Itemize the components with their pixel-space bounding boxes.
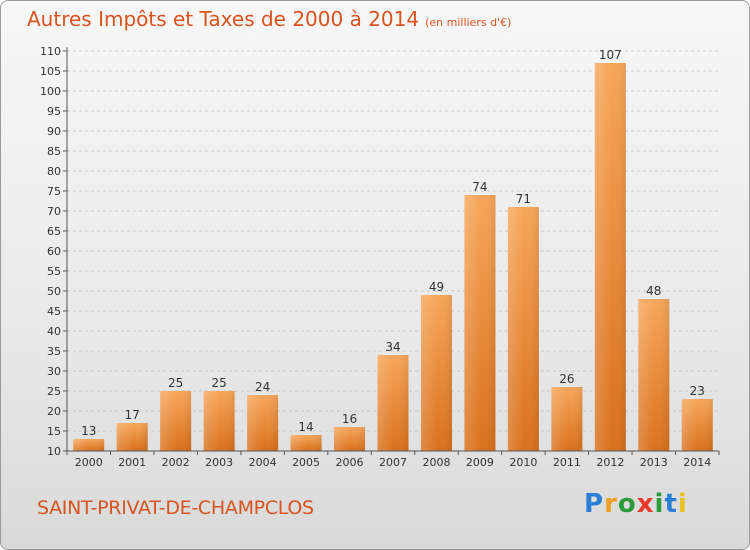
y-tick-label: 70: [47, 205, 61, 218]
x-tick-label: 2008: [422, 456, 450, 469]
bar-shade: [290, 435, 322, 451]
data-label: 71: [516, 192, 531, 206]
x-tick-label: 2003: [205, 456, 233, 469]
data-label: 49: [429, 280, 444, 294]
y-tick-label: 40: [47, 325, 61, 338]
y-tick-label: 55: [47, 265, 61, 278]
x-tick-label: 2005: [292, 456, 320, 469]
logo-letter: r: [604, 489, 618, 519]
y-tick-label: 20: [47, 405, 61, 418]
bar-shade: [681, 399, 713, 451]
y-tick-label: 35: [47, 345, 61, 358]
data-label: 25: [168, 376, 183, 390]
y-tick-label: 85: [47, 145, 61, 158]
x-tick-label: 2012: [596, 456, 624, 469]
chart-title-text: Autres Impôts et Taxes de 2000 à 2014: [27, 7, 420, 31]
x-tick-label: 2010: [509, 456, 537, 469]
data-label: 25: [211, 376, 226, 390]
logo-letter: o: [617, 489, 637, 519]
x-tick-label: 2007: [379, 456, 407, 469]
bar-shade: [507, 207, 539, 451]
bar-shade: [247, 395, 279, 451]
chart-subtitle: (en milliers d'€): [425, 16, 512, 29]
bar-shade: [334, 427, 366, 451]
data-label: 48: [646, 284, 661, 298]
data-label: 107: [599, 48, 622, 62]
data-label: 16: [342, 412, 357, 426]
bars: 13 17 25 25 24 14 16 34 49 74 71 26 107 48 23: [73, 48, 713, 451]
x-tick-label: 2001: [118, 456, 146, 469]
y-axis: 10 15 20 25 30 35 40 45 50 55 60 65 70 75 80 85 90 95 100 1…: [40, 45, 68, 458]
x-tick-label: 2006: [336, 456, 364, 469]
x-axis: 2000 2001 2002 2003 2004 2005 2006 2007 2008 2009…: [66, 450, 720, 469]
y-tick-label: 95: [47, 105, 61, 118]
data-label: 34: [385, 340, 400, 354]
data-label: 74: [472, 180, 487, 194]
y-tick-label: 25: [47, 385, 61, 398]
x-tick-label: 2002: [162, 456, 190, 469]
bar-shade: [464, 195, 496, 451]
logo-letter: P: [584, 489, 605, 519]
logo-letter: i: [654, 489, 665, 519]
logo-letter: i: [677, 489, 688, 519]
x-tick-label: 2009: [466, 456, 494, 469]
y-tick-label: 50: [47, 285, 61, 298]
data-label: 17: [125, 408, 140, 422]
y-tick-label: 110: [40, 45, 61, 58]
x-tick-label: 2011: [553, 456, 581, 469]
bar-shade: [420, 295, 452, 451]
bar-shade: [160, 391, 192, 451]
bar-shade: [377, 355, 409, 451]
y-tick-label: 105: [40, 65, 61, 78]
y-tick-label: 90: [47, 125, 61, 138]
data-label: 23: [690, 384, 705, 398]
y-tick-label: 75: [47, 185, 61, 198]
y-tick-label: 10: [47, 445, 61, 458]
y-tick-label: 65: [47, 225, 61, 238]
logo-letter: t: [664, 489, 678, 519]
x-tick-label: 2014: [683, 456, 711, 469]
commune-name: SAINT-PRIVAT-DE-CHAMPCLOS: [37, 497, 314, 519]
y-tick-label: 80: [47, 165, 61, 178]
bar-shade: [116, 423, 148, 451]
y-tick-label: 45: [47, 305, 61, 318]
y-tick-label: 100: [40, 85, 61, 98]
data-label: 14: [298, 420, 313, 434]
x-tick-label: 2013: [640, 456, 668, 469]
logo-letter: x: [636, 489, 655, 519]
y-tick-label: 15: [47, 425, 61, 438]
data-label: 13: [81, 424, 96, 438]
proxiti-logo[interactable]: Proxiti: [584, 489, 688, 519]
data-label: 24: [255, 380, 270, 394]
data-label: 26: [559, 372, 574, 386]
bar-shade: [638, 299, 670, 451]
x-tick-label: 2004: [249, 456, 277, 469]
chart-title: Autres Impôts et Taxes de 2000 à 2014 (en…: [27, 7, 511, 31]
y-tick-label: 60: [47, 245, 61, 258]
x-tick-label: 2000: [75, 456, 103, 469]
y-tick-label: 30: [47, 365, 61, 378]
bar-shade: [73, 439, 105, 451]
bar-shade: [594, 63, 626, 451]
bar-shade: [551, 387, 583, 451]
bar-shade: [203, 391, 235, 451]
